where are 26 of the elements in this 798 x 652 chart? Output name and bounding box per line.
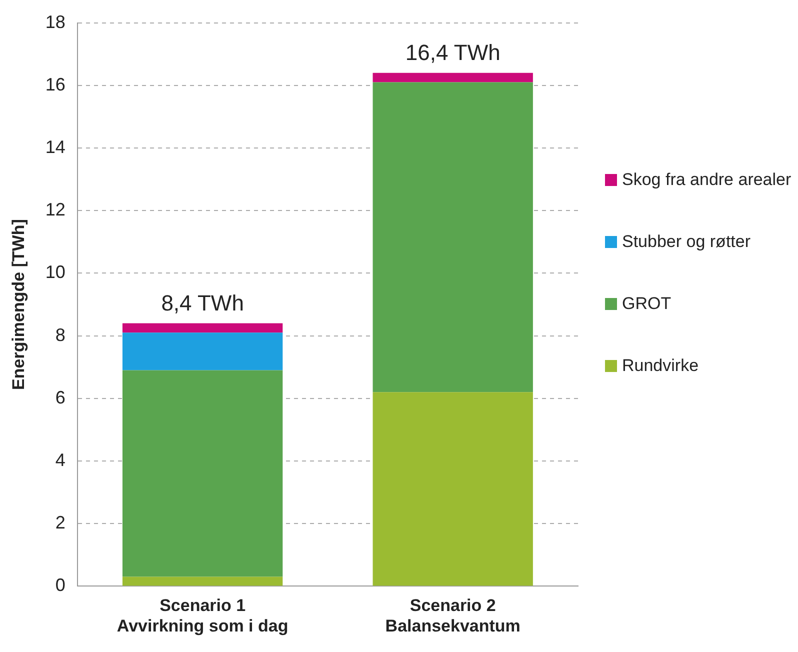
y-axis-title: Energimengde [TWh] xyxy=(8,219,28,390)
bar xyxy=(122,370,283,577)
y-tick-label: 14 xyxy=(45,136,66,157)
bar xyxy=(122,332,283,370)
bar xyxy=(372,82,533,392)
legend-label: Rundvirke xyxy=(622,356,699,376)
bar xyxy=(372,72,533,82)
y-tick-label: 2 xyxy=(55,512,66,533)
bar xyxy=(372,392,533,586)
total-label: 8,4 TWh xyxy=(161,290,244,316)
x-tick-label: Scenario 1 Avvirkning som i dag xyxy=(116,596,288,636)
bar xyxy=(122,576,283,586)
legend-label: Stubber og røtter xyxy=(622,232,751,252)
y-tick-label: 12 xyxy=(45,200,66,220)
legend-label: GROT xyxy=(622,294,672,314)
legend-label: Skog fra andre arealer xyxy=(622,170,792,190)
y-tick-label: 18 xyxy=(45,12,66,32)
y-tick-label: 4 xyxy=(55,450,66,470)
y-tick-label: 8 xyxy=(55,324,66,345)
y-tick-label: 10 xyxy=(45,262,66,282)
bar xyxy=(122,323,283,333)
x-tick-label: Scenario 2 Balansekvantum xyxy=(385,596,520,636)
y-tick-label: 0 xyxy=(55,575,66,596)
total-label: 16,4 TWh xyxy=(405,40,500,65)
y-tick-label: 16 xyxy=(45,74,66,94)
y-tick-label: 6 xyxy=(55,387,66,408)
